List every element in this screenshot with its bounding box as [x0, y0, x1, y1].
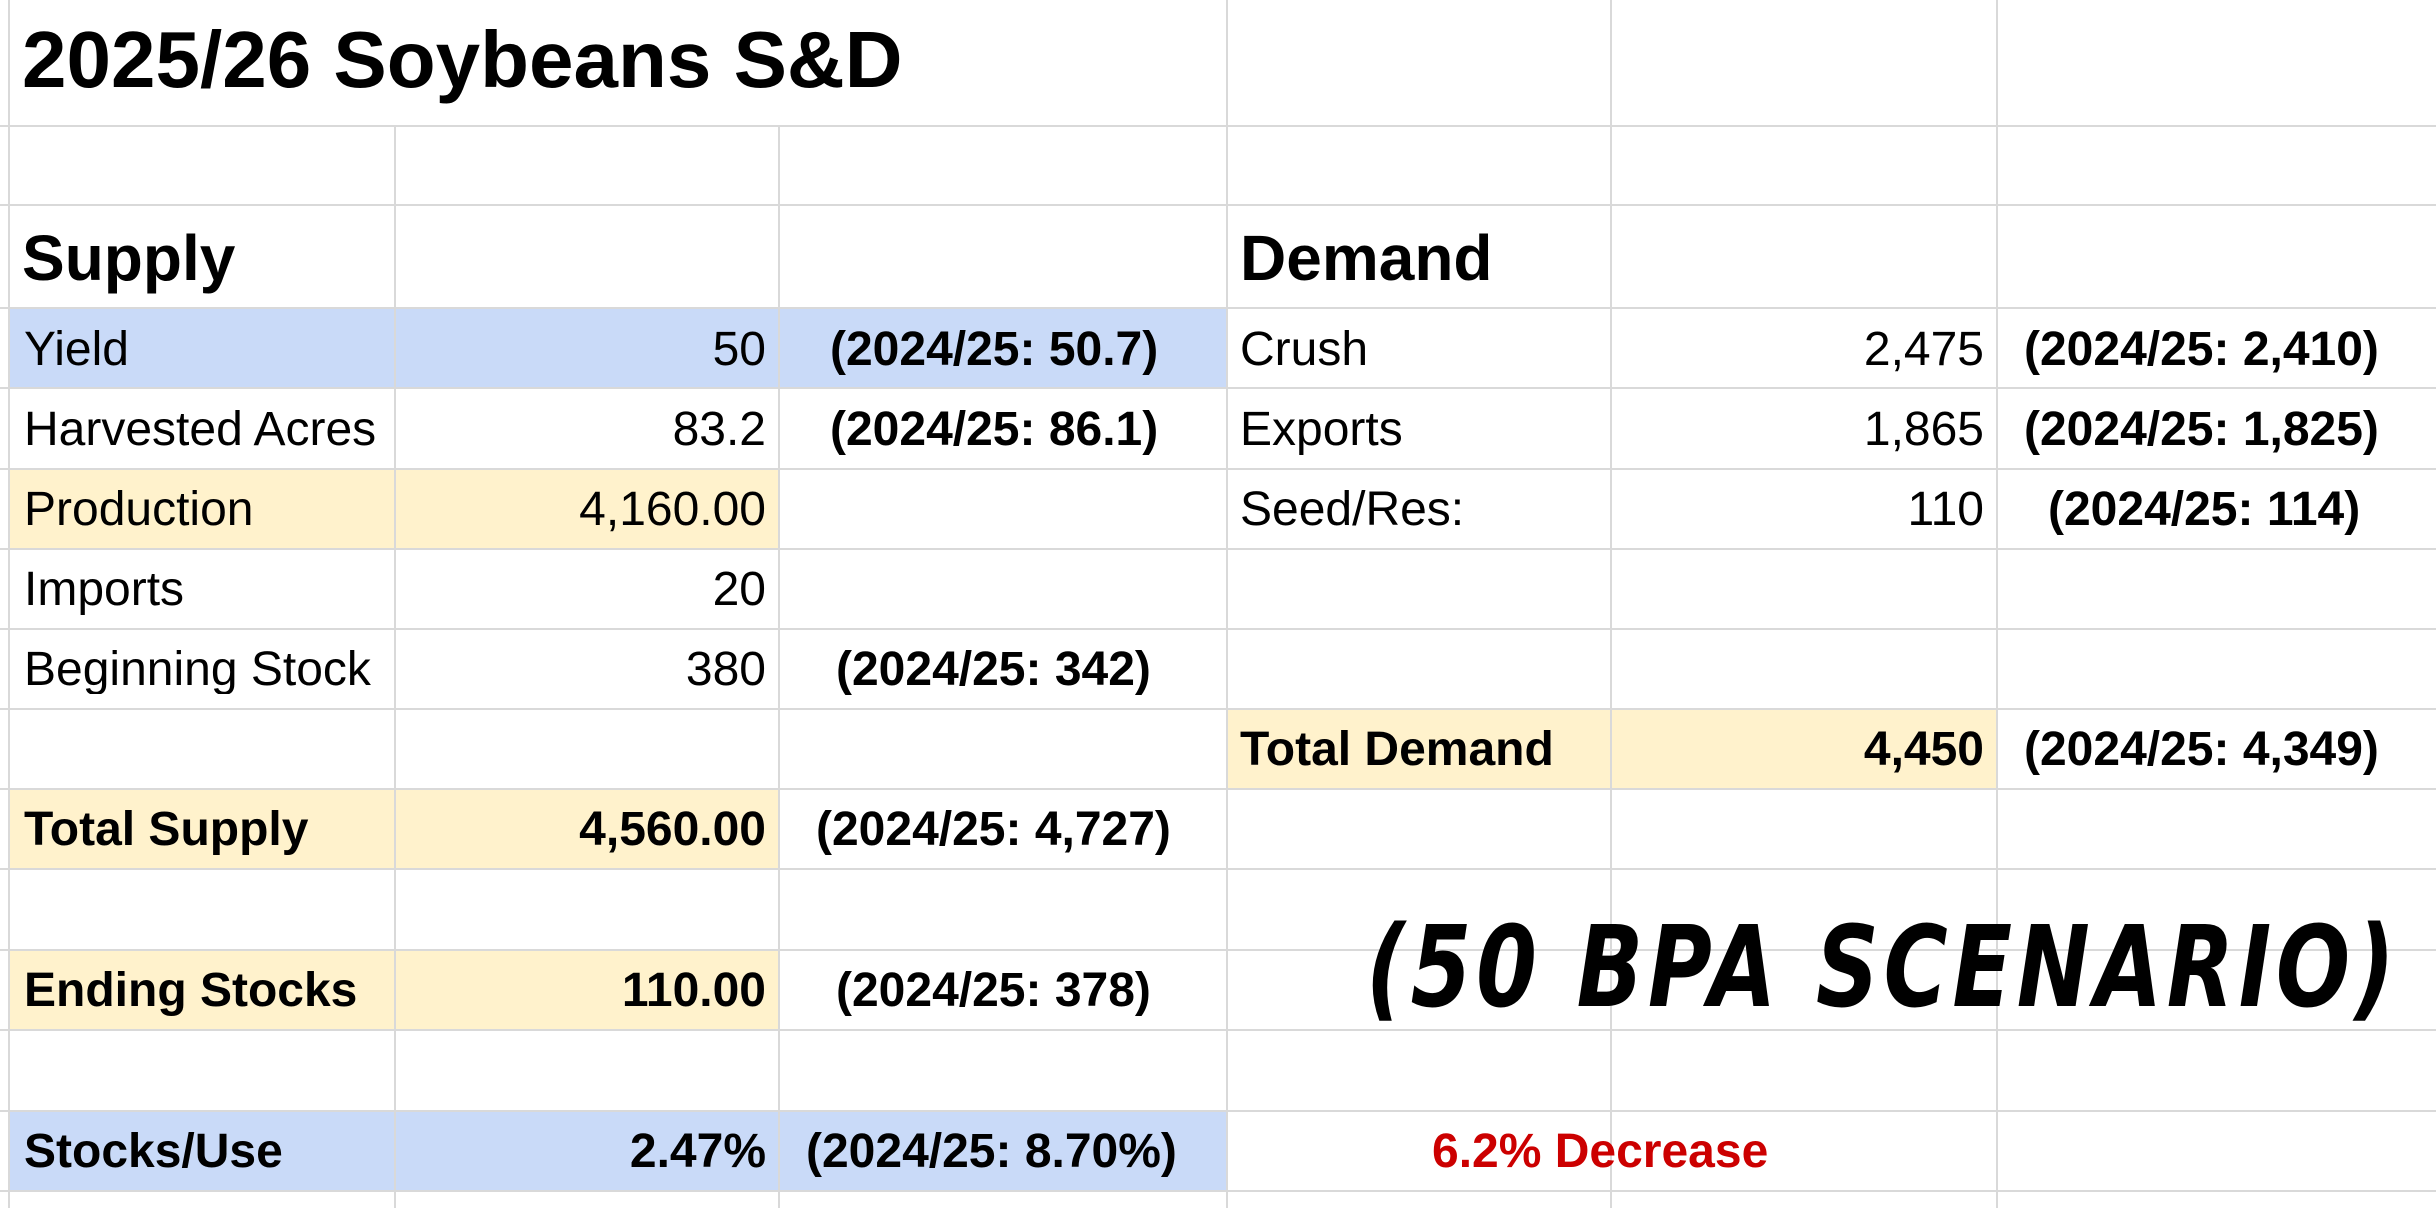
stocks-use-row-fill: [10, 1111, 1226, 1190]
total-demand-row-fill: [1228, 709, 1996, 788]
stocks-use-prior-note[interactable]: (2024/25: 8.70%): [806, 1125, 1177, 1178]
stocks-use-value[interactable]: 2.47%: [629, 1125, 766, 1178]
total-demand-prior-note[interactable]: (2024/25: 4,349): [2024, 723, 2379, 776]
imports-label[interactable]: Imports: [24, 563, 185, 616]
ending-stocks-label[interactable]: Ending Stocks: [24, 964, 358, 1017]
total-supply-prior-note[interactable]: (2024/25: 4,727): [816, 803, 1171, 856]
production-label[interactable]: Production: [24, 483, 254, 536]
beginning-stock-prior-note[interactable]: (2024/25: 342): [836, 643, 1151, 696]
change-note[interactable]: 6.2% Decrease: [1432, 1125, 1769, 1178]
imports-value[interactable]: 20: [712, 563, 766, 616]
exports-label[interactable]: Exports: [1240, 403, 1403, 456]
total-demand-value[interactable]: 4,450: [1863, 723, 1984, 776]
harvested-acres-prior-note[interactable]: (2024/25: 86.1): [830, 403, 1159, 456]
seed-res-label[interactable]: Seed/Res:: [1240, 483, 1465, 536]
stocks-use-label[interactable]: Stocks/Use: [24, 1125, 283, 1178]
yield-row-fill: [10, 308, 1226, 387]
seed-res-value[interactable]: 110: [1907, 483, 1984, 536]
exports-value[interactable]: 1,865: [1863, 403, 1984, 456]
yield-value[interactable]: 50: [712, 323, 766, 376]
seed-res-prior-note[interactable]: (2024/25: 114): [2048, 483, 2361, 536]
supply-heading: Supply: [22, 222, 236, 294]
harvested-acres-label[interactable]: Harvested Acres: [24, 406, 377, 454]
total-demand-label[interactable]: Total Demand: [1240, 723, 1554, 776]
scenario-label: (50 BPA SCENARIO): [1366, 903, 2400, 1033]
harvested-acres-value[interactable]: 83.2: [672, 403, 766, 456]
yield-label[interactable]: Yield: [24, 323, 129, 376]
crush-prior-note[interactable]: (2024/25: 2,410): [2024, 323, 2379, 376]
yield-prior-note[interactable]: (2024/25: 50.7): [830, 323, 1159, 376]
ending-stocks-value[interactable]: 110.00: [621, 964, 766, 1017]
beginning-stock-value[interactable]: 380: [685, 643, 766, 696]
total-supply-value[interactable]: 4,560.00: [579, 803, 766, 856]
production-value[interactable]: 4,160.00: [579, 483, 766, 536]
total-supply-label[interactable]: Total Supply: [24, 803, 309, 856]
ending-stocks-prior-note[interactable]: (2024/25: 378): [836, 964, 1151, 1017]
sheet-title: 2025/26 Soybeans S&D: [22, 15, 903, 104]
exports-prior-note[interactable]: (2024/25: 1,825): [2024, 403, 2379, 456]
beginning-stock-label[interactable]: Beginning Stock: [24, 646, 371, 694]
crush-label[interactable]: Crush: [1240, 323, 1369, 376]
crush-value[interactable]: 2,475: [1863, 323, 1984, 376]
demand-heading: Demand: [1240, 222, 1493, 294]
